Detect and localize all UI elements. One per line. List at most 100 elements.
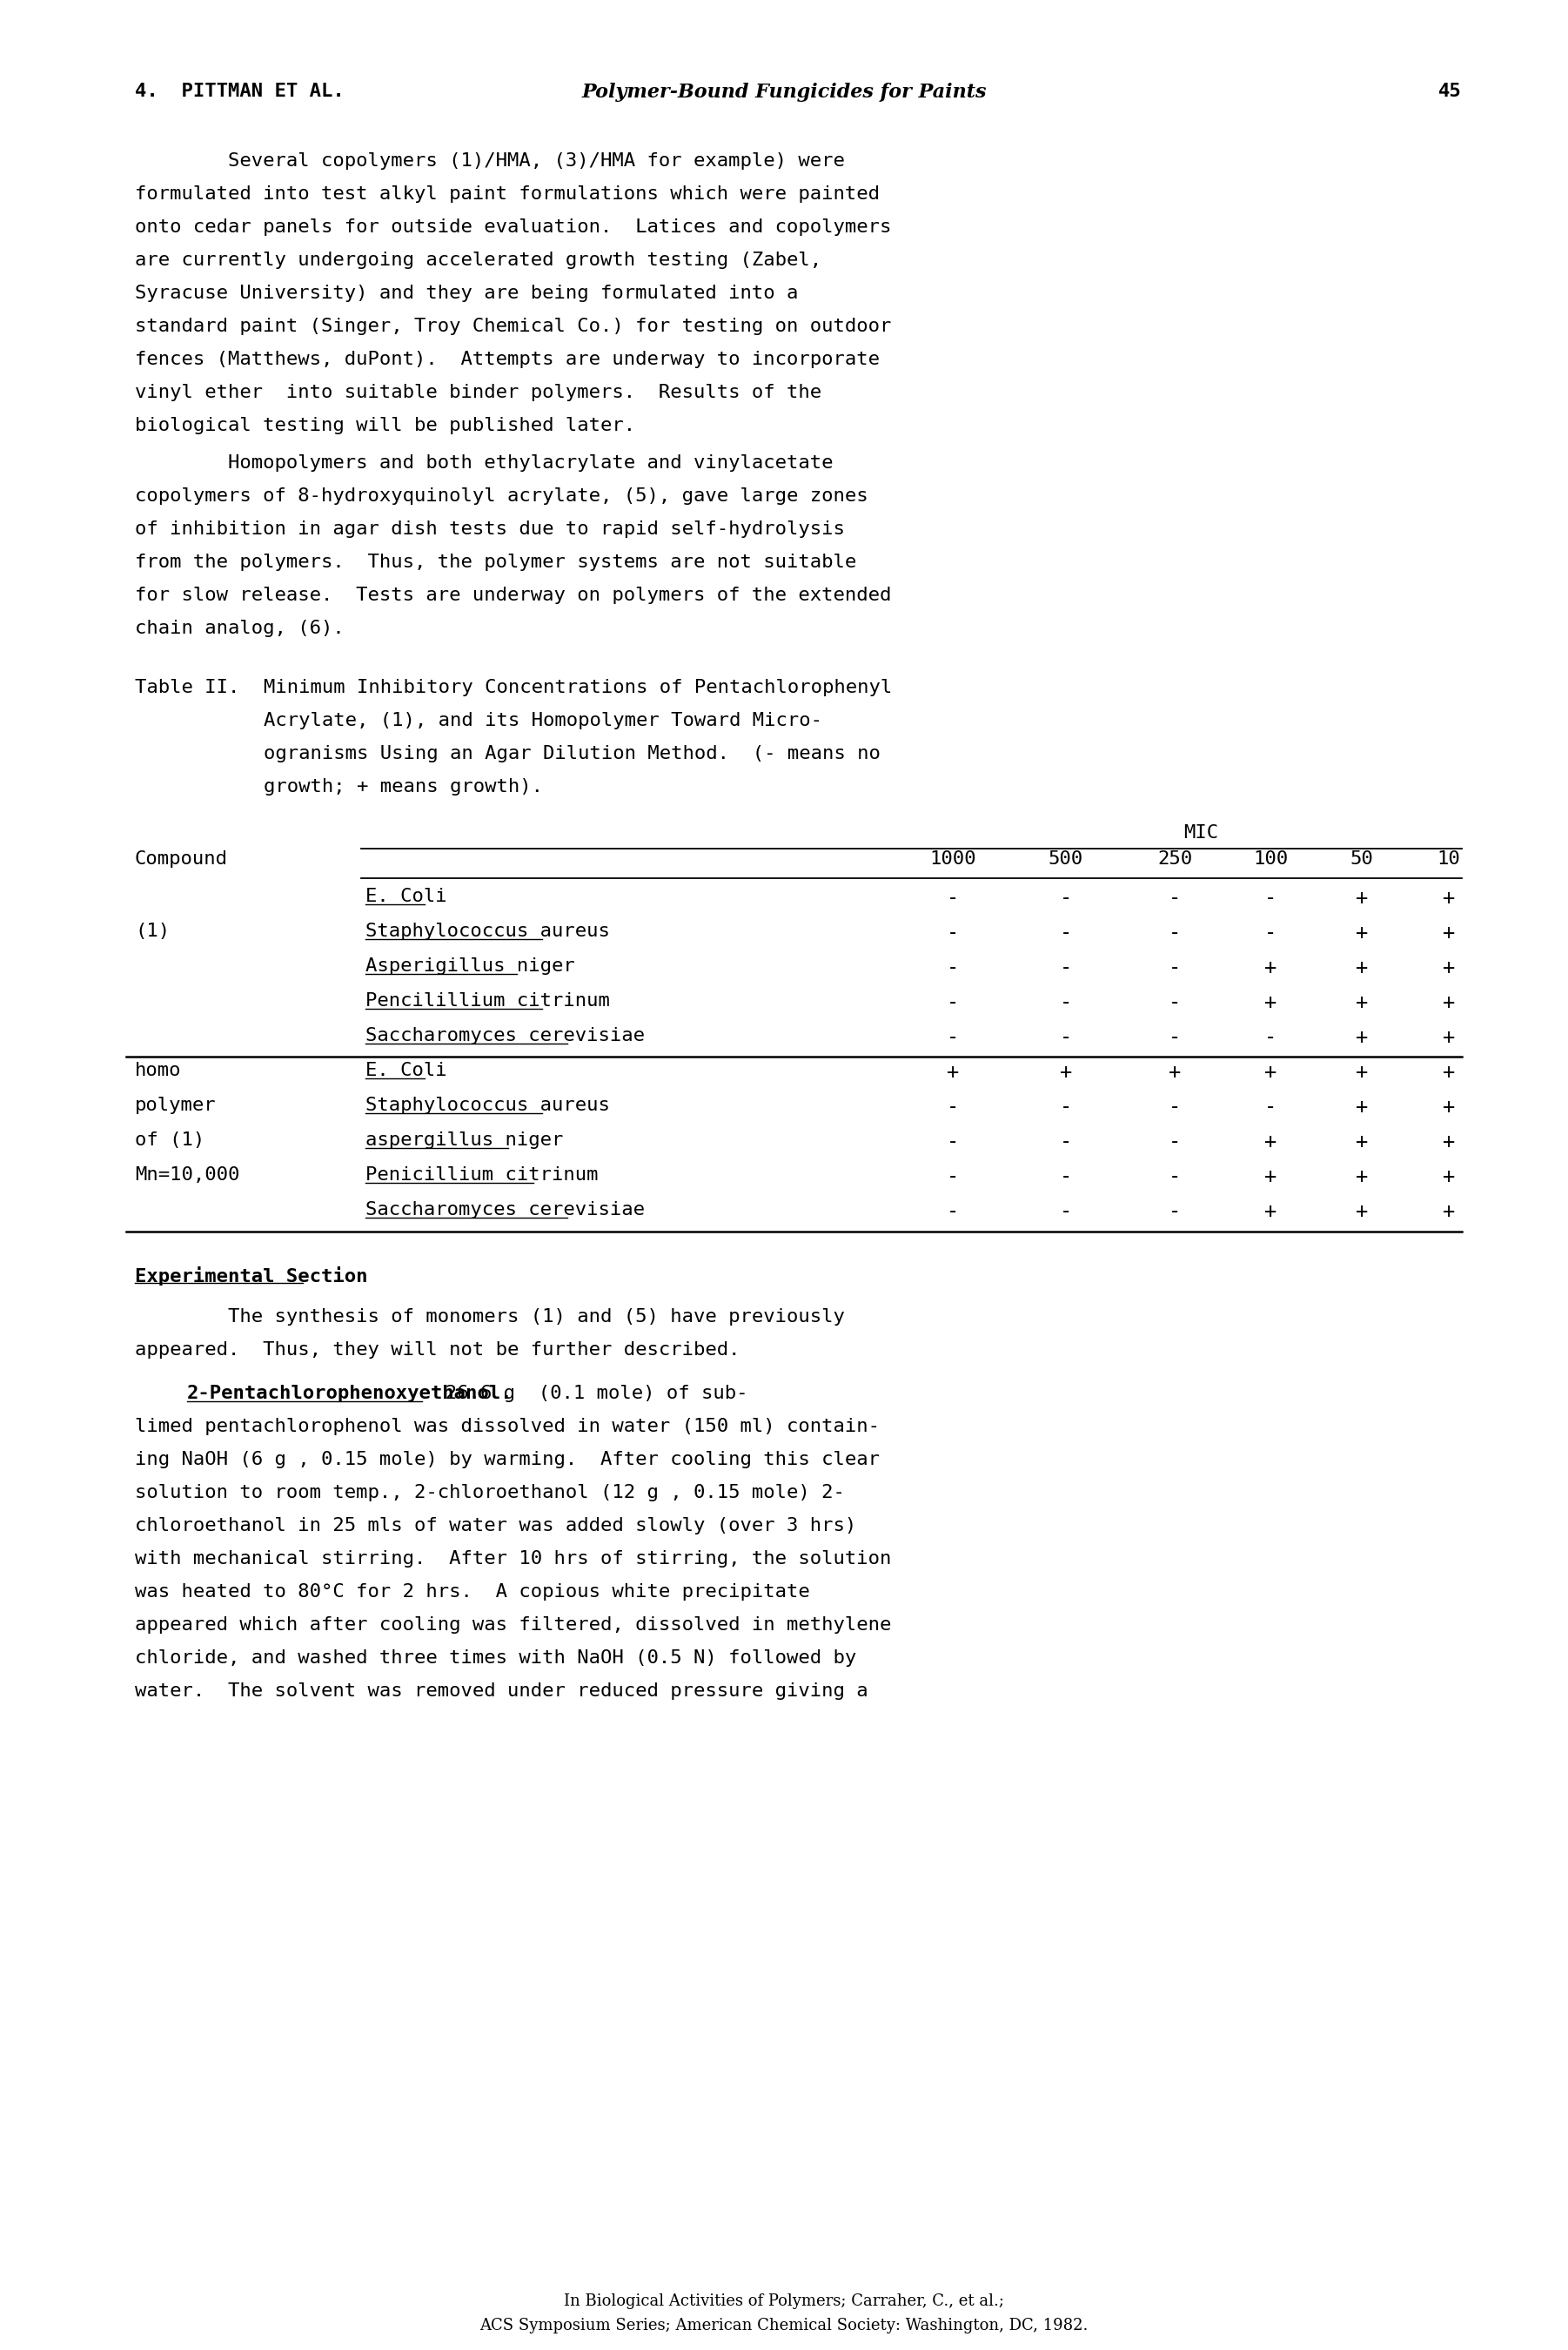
Text: (1): (1) <box>135 924 169 940</box>
Text: onto cedar panels for outside evaluation.  Latices and copolymers: onto cedar panels for outside evaluation… <box>135 219 891 235</box>
Text: +: + <box>1443 1097 1455 1119</box>
Text: Penicillium citrinum: Penicillium citrinum <box>365 1166 599 1184</box>
Text: -: - <box>1060 992 1073 1013</box>
Text: appeared which after cooling was filtered, dissolved in methylene: appeared which after cooling was filtere… <box>135 1617 891 1633</box>
Text: Staphylococcus aureus: Staphylococcus aureus <box>365 924 610 940</box>
Text: In Biological Activities of Polymers; Carraher, C., et al.;: In Biological Activities of Polymers; Ca… <box>564 2294 1004 2310</box>
Text: The synthesis of monomers (1) and (5) have previously: The synthesis of monomers (1) and (5) ha… <box>135 1309 845 1325</box>
Text: -: - <box>947 1201 960 1222</box>
Text: -: - <box>1264 924 1276 942</box>
Text: growth; + means growth).: growth; + means growth). <box>263 778 543 797</box>
Text: -: - <box>1168 992 1181 1013</box>
Text: -: - <box>947 1027 960 1048</box>
Text: standard paint (Singer, Troy Chemical Co.) for testing on outdoor: standard paint (Singer, Troy Chemical Co… <box>135 317 891 336</box>
Text: 50: 50 <box>1350 851 1374 867</box>
Text: chloride, and washed three times with NaOH (0.5 N) followed by: chloride, and washed three times with Na… <box>135 1650 856 1666</box>
Text: -: - <box>1168 956 1181 978</box>
Text: -: - <box>947 1097 960 1119</box>
Text: -: - <box>1060 956 1073 978</box>
Text: aspergillus niger: aspergillus niger <box>365 1130 563 1149</box>
Text: +: + <box>1443 1201 1455 1222</box>
Text: copolymers of 8-hydroxyquinolyl acrylate, (5), gave large zones: copolymers of 8-hydroxyquinolyl acrylate… <box>135 486 869 505</box>
Text: -: - <box>1060 1201 1073 1222</box>
Text: limed pentachlorophenol was dissolved in water (150 ml) contain-: limed pentachlorophenol was dissolved in… <box>135 1417 880 1436</box>
Text: appeared.  Thus, they will not be further described.: appeared. Thus, they will not be further… <box>135 1342 740 1358</box>
Text: -: - <box>947 1130 960 1152</box>
Text: +: + <box>1060 1062 1073 1083</box>
Text: +: + <box>1356 1097 1367 1119</box>
Text: -: - <box>1060 1097 1073 1119</box>
Text: +: + <box>1356 1062 1367 1083</box>
Text: +: + <box>1443 1027 1455 1048</box>
Text: -: - <box>1264 1097 1276 1119</box>
Text: -: - <box>1060 924 1073 942</box>
Text: of (1): of (1) <box>135 1130 205 1149</box>
Text: 4.  PITTMAN ET AL.: 4. PITTMAN ET AL. <box>135 82 345 101</box>
Text: +: + <box>1443 1130 1455 1152</box>
Text: 100: 100 <box>1253 851 1287 867</box>
Text: +: + <box>1264 1166 1276 1187</box>
Text: formulated into test alkyl paint formulations which were painted: formulated into test alkyl paint formula… <box>135 186 880 202</box>
Text: MIC: MIC <box>1184 825 1218 841</box>
Text: Compound: Compound <box>135 851 227 867</box>
Text: Pencilillium citrinum: Pencilillium citrinum <box>365 992 610 1010</box>
Text: with mechanical stirring.  After 10 hrs of stirring, the solution: with mechanical stirring. After 10 hrs o… <box>135 1551 891 1567</box>
Text: -: - <box>947 992 960 1013</box>
Text: Asperigillus niger: Asperigillus niger <box>365 956 575 975</box>
Text: -: - <box>1060 1130 1073 1152</box>
Text: +: + <box>1356 1130 1367 1152</box>
Text: -: - <box>1168 1097 1181 1119</box>
Text: +: + <box>1356 1027 1367 1048</box>
Text: -: - <box>1168 888 1181 909</box>
Text: of inhibition in agar dish tests due to rapid self-hydrolysis: of inhibition in agar dish tests due to … <box>135 519 845 538</box>
Text: water.  The solvent was removed under reduced pressure giving a: water. The solvent was removed under red… <box>135 1683 869 1699</box>
Text: Homopolymers and both ethylacrylate and vinylacetate: Homopolymers and both ethylacrylate and … <box>135 454 833 472</box>
Text: biological testing will be published later.: biological testing will be published lat… <box>135 416 635 435</box>
Text: -: - <box>1264 1027 1276 1048</box>
Text: ing NaOH (6 g , 0.15 mole) by warming.  After cooling this clear: ing NaOH (6 g , 0.15 mole) by warming. A… <box>135 1450 880 1469</box>
Text: -: - <box>1264 888 1276 909</box>
Text: +: + <box>1356 924 1367 942</box>
Text: ACS Symposium Series; American Chemical Society: Washington, DC, 1982.: ACS Symposium Series; American Chemical … <box>480 2317 1088 2334</box>
Text: -: - <box>947 888 960 909</box>
Text: +: + <box>1443 888 1455 909</box>
Text: -: - <box>1168 1027 1181 1048</box>
Text: +: + <box>1356 1166 1367 1187</box>
Text: -: - <box>947 924 960 942</box>
Text: homo: homo <box>135 1062 182 1079</box>
Text: -: - <box>1168 924 1181 942</box>
Text: +: + <box>1356 992 1367 1013</box>
Text: +: + <box>1168 1062 1181 1083</box>
Text: +: + <box>1356 1201 1367 1222</box>
Text: Saccharomyces cerevisiae: Saccharomyces cerevisiae <box>365 1201 644 1220</box>
Text: fences (Matthews, duPont).  Attempts are underway to incorporate: fences (Matthews, duPont). Attempts are … <box>135 350 880 369</box>
Text: E. Coli: E. Coli <box>365 1062 447 1079</box>
Text: 1000: 1000 <box>930 851 977 867</box>
Text: -: - <box>1168 1166 1181 1187</box>
Text: +: + <box>1443 1166 1455 1187</box>
Text: +: + <box>1264 1201 1276 1222</box>
Text: vinyl ether  into suitable binder polymers.  Results of the: vinyl ether into suitable binder polymer… <box>135 383 822 402</box>
Text: 500: 500 <box>1049 851 1083 867</box>
Text: +: + <box>1264 1130 1276 1152</box>
Text: solution to room temp., 2-chloroethanol (12 g , 0.15 mole) 2-: solution to room temp., 2-chloroethanol … <box>135 1483 845 1502</box>
Text: +: + <box>1356 888 1367 909</box>
Text: chloroethanol in 25 mls of water was added slowly (over 3 hrs): chloroethanol in 25 mls of water was add… <box>135 1518 856 1535</box>
Text: from the polymers.  Thus, the polymer systems are not suitable: from the polymers. Thus, the polymer sys… <box>135 555 856 571</box>
Text: Table II.: Table II. <box>135 679 240 696</box>
Text: +: + <box>1443 956 1455 978</box>
Text: -: - <box>1060 888 1073 909</box>
Text: Polymer-Bound Fungicides for Paints: Polymer-Bound Fungicides for Paints <box>582 82 986 101</box>
Text: 10: 10 <box>1438 851 1460 867</box>
Text: +: + <box>1356 956 1367 978</box>
Text: Mn=10,000: Mn=10,000 <box>135 1166 240 1184</box>
Text: 45: 45 <box>1438 82 1461 101</box>
Text: are currently undergoing accelerated growth testing (Zabel,: are currently undergoing accelerated gro… <box>135 251 822 268</box>
Text: 26.6 g  (0.1 mole) of sub-: 26.6 g (0.1 mole) of sub- <box>422 1384 748 1403</box>
Text: -: - <box>1168 1201 1181 1222</box>
Text: Saccharomyces cerevisiae: Saccharomyces cerevisiae <box>365 1027 644 1043</box>
Text: 2-Pentachlorophenoxyethanol.: 2-Pentachlorophenoxyethanol. <box>187 1384 513 1403</box>
Text: was heated to 80°C for 2 hrs.  A copious white precipitate: was heated to 80°C for 2 hrs. A copious … <box>135 1584 811 1600</box>
Text: +: + <box>947 1062 960 1083</box>
Text: chain analog, (6).: chain analog, (6). <box>135 620 345 637</box>
